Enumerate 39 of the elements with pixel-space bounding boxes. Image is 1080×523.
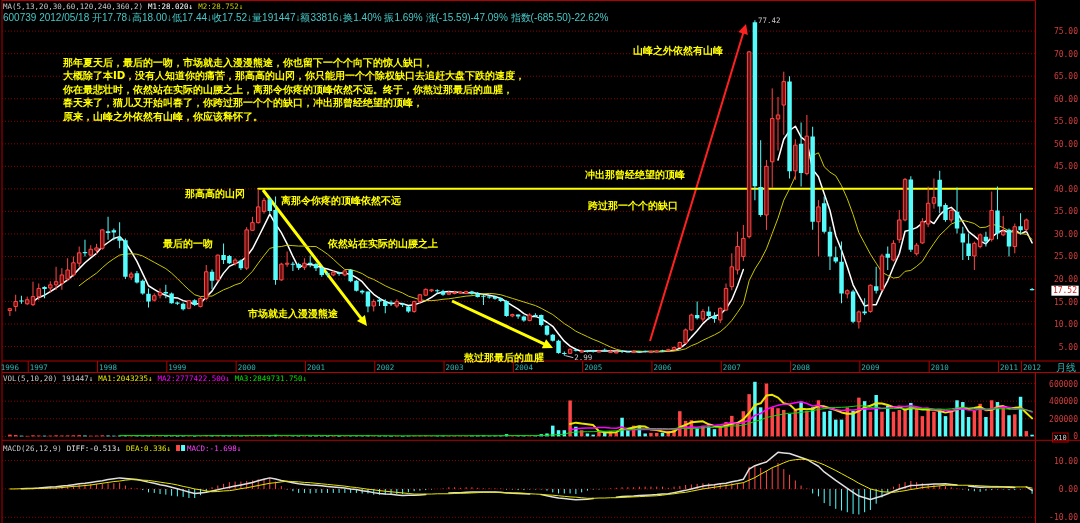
y-tick-label: 75.00 xyxy=(1053,27,1079,37)
y-tick-label: -10.00 xyxy=(1049,513,1079,523)
annotation: 原来，山峰之外依然有山峰，你应该释怀了。 xyxy=(62,109,263,122)
y-tick-label: 10.00 xyxy=(1053,320,1079,330)
annotation: 跨过那一个个的缺口 xyxy=(587,199,678,211)
annotation: 那年夏天后，最后的一吻，市场就走入漫漫熊途，你也留下一个个向下的惊人缺口， xyxy=(62,55,433,68)
y-tick-label: 55.00 xyxy=(1053,117,1079,127)
y-tick-label: 15.00 xyxy=(1053,297,1079,307)
y-tick-label: 20.00 xyxy=(1053,274,1079,284)
y-tick-label: 10.00 xyxy=(1053,456,1079,466)
y-tick-label: 35.00 xyxy=(1053,207,1079,217)
x-axis-title: 月线 xyxy=(1056,362,1076,373)
text: 17.52 xyxy=(1052,286,1078,296)
annotation: 冲出那曾经绝望的顶峰 xyxy=(585,168,686,180)
y-tick-label: 30.00 xyxy=(1053,229,1079,239)
y-tick-label: 40.00 xyxy=(1053,184,1079,194)
annotation: 熬过那最后的血腥 xyxy=(463,351,544,363)
y-tick-label: 45.00 xyxy=(1053,162,1079,172)
annotation: 山峰之外依然有山峰 xyxy=(633,44,724,56)
annotation: 春天来了，猫儿又开始叫春了，你跨过那一个个的缺口，冲出那曾经绝望的顶峰， xyxy=(62,96,423,108)
y-tick-label: 600000 xyxy=(1049,379,1079,389)
annotation: 依然站在实际的山腰之上 xyxy=(327,237,438,249)
annotation: 市场就走入漫漫熊途 xyxy=(247,307,339,319)
y-tick-label: 50.00 xyxy=(1053,139,1079,149)
annotation: 你在最悲壮时，依然站在实际的山腰之上，离那令你疼的顶峰依然不远。终于，你熬过那最后的血腥， xyxy=(62,82,513,95)
annotation: 大概除了本ID，没有人知道你的痛苦，那高高的山冈，你只能用一个个除权缺口去追赶大盘下跌的速度， xyxy=(62,69,526,81)
y-tick-label: 400000 xyxy=(1049,397,1079,407)
y-tick-label: 0 xyxy=(1073,432,1079,442)
y-tick-label: 25.00 xyxy=(1053,252,1079,262)
annotation: 离那令你疼的顶峰依然不远 xyxy=(280,194,402,206)
y-tick-label: 0.00 xyxy=(1058,484,1079,494)
y-tick-label: 70.00 xyxy=(1053,49,1079,59)
y-tick-label: 60.00 xyxy=(1053,94,1079,104)
y-tick-label: 200000 xyxy=(1049,414,1079,424)
annotation: 那高高的山冈 xyxy=(184,187,245,199)
annotation: 最后的一吻 xyxy=(162,237,213,249)
text: 600739 2012/05/18 开17.78↓高18.00↓低17.44↓收17.52↓量191447↓额33816↓换1.40% 振1.69% 涨(-15.59)-47.09% 指数(-685.50)-22.62% xyxy=(3,11,609,23)
y-tick-label: 5.00 xyxy=(1058,342,1079,352)
y-tick-label: 65.00 xyxy=(1053,72,1079,82)
